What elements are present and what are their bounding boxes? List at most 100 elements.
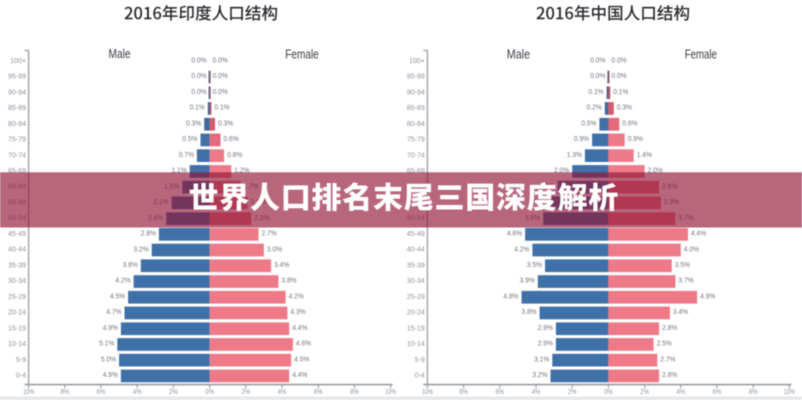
svg-text:0.9%: 0.9% bbox=[628, 134, 644, 143]
svg-text:0.1%: 0.1% bbox=[190, 103, 206, 112]
svg-text:2%: 2% bbox=[568, 387, 577, 396]
svg-text:10%: 10% bbox=[422, 387, 433, 396]
svg-text:5-9: 5-9 bbox=[415, 356, 425, 364]
svg-text:70-74: 70-74 bbox=[8, 151, 26, 159]
svg-text:4.2%: 4.2% bbox=[115, 276, 131, 285]
svg-text:3.0%: 3.0% bbox=[267, 244, 283, 253]
svg-text:3.8%: 3.8% bbox=[521, 307, 537, 316]
svg-text:1.1%: 1.1% bbox=[172, 166, 188, 175]
svg-text:1.4%: 1.4% bbox=[637, 150, 653, 159]
svg-text:10-14: 10-14 bbox=[407, 340, 425, 348]
svg-text:3.2%: 3.2% bbox=[134, 244, 150, 253]
svg-text:4.4%: 4.4% bbox=[292, 370, 308, 379]
svg-text:0.6%: 0.6% bbox=[622, 118, 638, 127]
svg-text:25-29: 25-29 bbox=[8, 293, 26, 301]
svg-text:3.4%: 3.4% bbox=[274, 260, 290, 269]
svg-text:4.0%: 4.0% bbox=[684, 244, 700, 253]
svg-text:4.6%: 4.6% bbox=[507, 229, 523, 238]
svg-text:10%: 10% bbox=[23, 387, 34, 396]
svg-text:10%: 10% bbox=[784, 387, 795, 396]
svg-text:2%: 2% bbox=[169, 387, 178, 396]
svg-text:4.8%: 4.8% bbox=[503, 291, 519, 300]
svg-text:8%: 8% bbox=[459, 387, 468, 396]
svg-text:4.7%: 4.7% bbox=[106, 307, 122, 316]
svg-text:8%: 8% bbox=[749, 387, 758, 396]
svg-text:100+: 100+ bbox=[10, 57, 26, 65]
svg-text:100+: 100+ bbox=[409, 57, 425, 65]
svg-text:0.3%: 0.3% bbox=[186, 118, 202, 127]
svg-text:25-29: 25-29 bbox=[407, 293, 425, 301]
svg-text:2.0%: 2.0% bbox=[554, 166, 570, 175]
svg-text:Male: Male bbox=[507, 47, 530, 61]
svg-text:5.0%: 5.0% bbox=[101, 354, 117, 363]
svg-text:0.6%: 0.6% bbox=[224, 134, 240, 143]
svg-text:75-79: 75-79 bbox=[8, 136, 26, 144]
svg-text:8%: 8% bbox=[61, 387, 70, 396]
svg-text:30-34: 30-34 bbox=[407, 277, 425, 285]
svg-text:0.5%: 0.5% bbox=[581, 118, 597, 127]
svg-text:4%: 4% bbox=[133, 387, 142, 396]
svg-text:0.1%: 0.1% bbox=[588, 87, 604, 96]
svg-text:10-14: 10-14 bbox=[8, 340, 26, 348]
svg-text:85-89: 85-89 bbox=[8, 104, 26, 112]
svg-text:2.5%: 2.5% bbox=[657, 339, 673, 348]
svg-text:2.7%: 2.7% bbox=[262, 229, 278, 238]
svg-text:3.1%: 3.1% bbox=[534, 354, 550, 363]
svg-text:6%: 6% bbox=[496, 387, 505, 396]
svg-text:80-84: 80-84 bbox=[407, 120, 425, 128]
svg-text:2.8%: 2.8% bbox=[662, 323, 678, 332]
svg-text:4%: 4% bbox=[532, 387, 541, 396]
svg-text:0.0%: 0.0% bbox=[213, 87, 229, 96]
svg-text:0-4: 0-4 bbox=[415, 372, 425, 380]
svg-text:40-44: 40-44 bbox=[8, 246, 26, 254]
svg-text:3.4%: 3.4% bbox=[673, 307, 689, 316]
svg-text:95-99: 95-99 bbox=[8, 73, 26, 81]
svg-text:0.0%: 0.0% bbox=[590, 71, 606, 80]
svg-text:0.1%: 0.1% bbox=[214, 103, 230, 112]
svg-text:65-69: 65-69 bbox=[8, 167, 26, 175]
svg-text:4.9%: 4.9% bbox=[700, 291, 716, 300]
svg-text:0.2%: 0.2% bbox=[587, 103, 603, 112]
svg-text:0.0%: 0.0% bbox=[611, 56, 627, 65]
svg-text:3.5%: 3.5% bbox=[675, 260, 691, 269]
svg-text:4.6%: 4.6% bbox=[296, 339, 312, 348]
svg-text:35-39: 35-39 bbox=[407, 261, 425, 269]
svg-text:4.4%: 4.4% bbox=[292, 323, 308, 332]
svg-text:4.4%: 4.4% bbox=[691, 229, 707, 238]
svg-text:45-49: 45-49 bbox=[8, 230, 26, 238]
svg-text:1.3%: 1.3% bbox=[567, 150, 583, 159]
svg-text:90-94: 90-94 bbox=[8, 88, 26, 96]
svg-text:2.0%: 2.0% bbox=[648, 166, 664, 175]
svg-text:75-79: 75-79 bbox=[407, 136, 425, 144]
svg-text:2.8%: 2.8% bbox=[141, 229, 157, 238]
svg-text:15-19: 15-19 bbox=[407, 324, 425, 332]
svg-text:4.2%: 4.2% bbox=[514, 244, 530, 253]
svg-text:Female: Female bbox=[285, 48, 319, 62]
svg-text:15-19: 15-19 bbox=[8, 324, 26, 332]
svg-text:0%: 0% bbox=[205, 387, 214, 396]
svg-text:0-4: 0-4 bbox=[16, 372, 26, 380]
svg-text:0.7%: 0.7% bbox=[179, 150, 195, 159]
svg-text:2%: 2% bbox=[242, 387, 251, 396]
svg-text:30-34: 30-34 bbox=[8, 277, 26, 285]
svg-text:4.2%: 4.2% bbox=[289, 291, 305, 300]
svg-text:0.0%: 0.0% bbox=[611, 71, 627, 80]
svg-text:2.7%: 2.7% bbox=[660, 354, 676, 363]
svg-text:6%: 6% bbox=[713, 387, 722, 396]
svg-text:4%: 4% bbox=[677, 387, 686, 396]
svg-text:6%: 6% bbox=[97, 387, 106, 396]
svg-text:8%: 8% bbox=[350, 387, 359, 396]
svg-text:4.9%: 4.9% bbox=[103, 370, 119, 379]
svg-text:0.3%: 0.3% bbox=[218, 118, 234, 127]
svg-text:20-24: 20-24 bbox=[407, 309, 425, 317]
svg-text:3.5%: 3.5% bbox=[527, 260, 543, 269]
svg-text:3.8%: 3.8% bbox=[281, 276, 297, 285]
svg-text:0.0%: 0.0% bbox=[213, 71, 229, 80]
svg-text:85-89: 85-89 bbox=[407, 104, 425, 112]
svg-text:3.9%: 3.9% bbox=[520, 276, 536, 285]
svg-text:0.9%: 0.9% bbox=[574, 134, 590, 143]
svg-text:0.0%: 0.0% bbox=[191, 71, 207, 80]
svg-text:2%: 2% bbox=[640, 387, 649, 396]
svg-text:0.0%: 0.0% bbox=[191, 56, 207, 65]
svg-text:Female: Female bbox=[685, 48, 717, 62]
